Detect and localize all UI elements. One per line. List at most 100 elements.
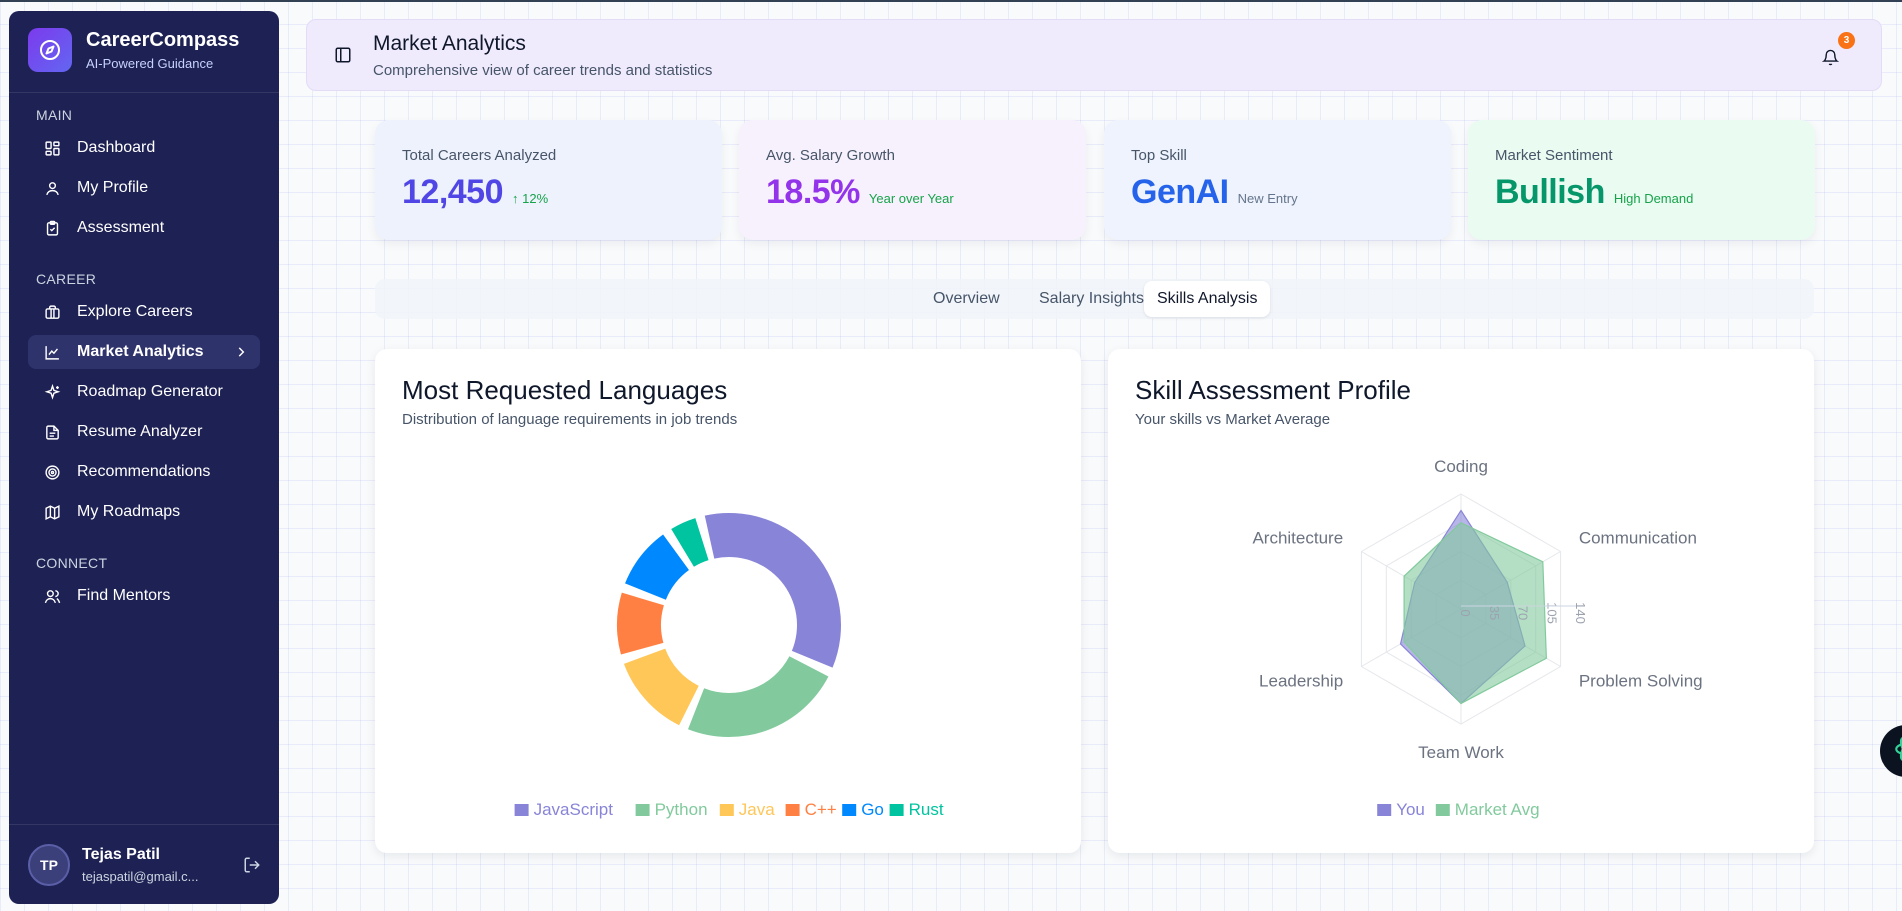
sidebar: CareerCompass AI-Powered Guidance MAIN D… (9, 11, 279, 904)
document-icon (42, 422, 62, 442)
sidebar-item-label: My Profile (77, 179, 149, 196)
radar-tick-label: 0 (1458, 609, 1473, 616)
window-top-edge (0, 0, 1902, 2)
sidebar-toggle-icon[interactable] (331, 43, 355, 67)
languages-panel: JavaScript Python Java C++ Go Rust Most Reque… (375, 349, 1081, 853)
legend-label[interactable]: Java (739, 800, 775, 819)
skills-panel: 0 35 70 105 140 Coding Communication Problem So… (1108, 349, 1814, 853)
stat-label: Avg. Salary Growth (766, 147, 895, 164)
legend-label[interactable]: You (1396, 800, 1425, 819)
stat-label: Top Skill (1131, 147, 1187, 164)
stat-note: New Entry (1237, 191, 1298, 206)
stat-note: ↑ 12% (512, 191, 549, 206)
radar-axis-label: Communication (1579, 529, 1697, 548)
donut-slice-javascript[interactable] (704, 513, 841, 668)
sidebar-nav: MAIN Dashboard My Profile Assessment CAR… (9, 93, 279, 619)
avatar[interactable]: TP (28, 843, 70, 886)
section-label-career: CAREER (36, 271, 97, 287)
users-icon (42, 586, 62, 606)
stat-value: 18.5% (766, 173, 860, 211)
legend-label[interactable]: Go (861, 800, 884, 819)
dashboard-icon (42, 138, 62, 158)
line-chart-icon (42, 342, 62, 362)
ai-assistant-icon (1892, 732, 1902, 771)
sidebar-item-label: Roadmap Generator (77, 383, 223, 400)
section-label-connect: CONNECT (36, 555, 108, 571)
brand[interactable]: CareerCompass AI-Powered Guidance (9, 11, 279, 86)
legend-swatch (1435, 804, 1450, 816)
panel-title: Skill Assessment Profile (1135, 375, 1411, 405)
brand-tagline: AI-Powered Guidance (86, 56, 214, 71)
stat-label: Market Sentiment (1495, 147, 1613, 164)
sidebar-item-dashboard[interactable]: Dashboard (28, 131, 260, 165)
legend-swatch (635, 804, 650, 816)
legend-label[interactable]: Rust (909, 800, 944, 819)
panel-subtitle: Distribution of language requirements in… (402, 411, 738, 428)
sidebar-item-resume-analyzer[interactable]: Resume Analyzer (28, 415, 260, 449)
radar-tick-label: 70 (1516, 606, 1531, 620)
radar-series-market-avg[interactable] (1403, 522, 1547, 705)
sidebar-item-find-mentors[interactable]: Find Mentors (28, 579, 260, 613)
sidebar-item-label: Assessment (77, 219, 165, 236)
bell-icon[interactable] (1819, 46, 1841, 68)
legend-swatch (842, 804, 857, 816)
radar-tick-label: 140 (1573, 602, 1588, 624)
briefcase-icon (42, 302, 62, 322)
radar-axis-label: Coding (1434, 457, 1488, 476)
user-email: tejaspatil@gmail.c... (82, 868, 199, 884)
sidebar-item-my-roadmaps[interactable]: My Roadmaps (28, 495, 260, 529)
legend-swatch (1377, 804, 1392, 816)
radar-tick-label: 35 (1487, 606, 1502, 620)
donut-slice-python[interactable] (688, 656, 829, 737)
sidebar-item-roadmap-generator[interactable]: Roadmap Generator (28, 375, 260, 409)
donut-slice-go[interactable] (625, 534, 689, 600)
radar-axis-label: Team Work (1418, 743, 1504, 762)
legend-label[interactable]: Python (655, 800, 708, 819)
legend-swatch (719, 804, 734, 816)
brand-name: CareerCompass (86, 29, 240, 51)
legend-swatch (889, 804, 904, 816)
page-header: Market Analytics Comprehensive view of c… (306, 19, 1882, 91)
section-label-main: MAIN (36, 107, 73, 123)
page-title: Market Analytics (373, 31, 526, 55)
radar-legend: You Market Avg (1377, 800, 1540, 819)
stats-row: Total Careers Analyzed 12,450 ↑ 12% Avg.… (375, 120, 1815, 240)
sidebar-item-recommendations[interactable]: Recommendations (28, 455, 260, 489)
donut-slice-rust[interactable] (671, 518, 709, 567)
ai-assistant-button[interactable] (1880, 725, 1902, 777)
sidebar-item-assessment[interactable]: Assessment (28, 211, 260, 245)
donut-slice-c-[interactable] (617, 592, 664, 655)
tab-bar: Overview Salary Insights Skills Analysis (375, 279, 1814, 319)
logout-icon[interactable] (243, 856, 261, 874)
sidebar-item-label: Find Mentors (77, 587, 171, 604)
panel-subtitle: Your skills vs Market Average (1135, 411, 1331, 428)
stat-card-total-careers: Total Careers Analyzed 12,450 ↑ 12% (375, 120, 722, 240)
donut-legend: JavaScript Python Java C++ Go Rust (514, 800, 944, 819)
donut-slice-java[interactable] (623, 648, 699, 726)
stat-note: Year over Year (868, 191, 954, 206)
radar-axis-labels: Coding Communication Problem Solving Team W… (1252, 457, 1702, 762)
tab-salary-insights[interactable]: Salary Insights (1039, 290, 1144, 307)
sidebar-item-market-analytics[interactable]: Market Analytics (28, 335, 260, 369)
sidebar-item-my-profile[interactable]: My Profile (28, 171, 260, 205)
tab-skills-analysis[interactable]: Skills Analysis (1144, 281, 1271, 317)
legend-label[interactable]: C++ (805, 800, 837, 819)
user-name: Tejas Patil (82, 845, 160, 863)
radar-tick-label: 105 (1544, 602, 1559, 624)
chevron-right-icon (234, 345, 248, 359)
skills-radar-chart: 0 35 70 105 140 Coding Communication Problem So… (1252, 457, 1702, 819)
sidebar-item-label: Recommendations (77, 463, 211, 480)
user-icon (42, 178, 62, 198)
sidebar-item-explore-careers[interactable]: Explore Careers (28, 295, 260, 329)
tab-overview[interactable]: Overview (933, 290, 1000, 307)
radar-radial-ticks: 0 35 70 105 140 (1458, 602, 1588, 624)
legend-label[interactable]: Market Avg (1455, 800, 1540, 819)
legend-swatch (785, 804, 800, 816)
stat-label: Total Careers Analyzed (402, 147, 557, 164)
legend-swatch (514, 804, 529, 816)
stat-value: Bullish (1495, 173, 1605, 211)
legend-label[interactable]: JavaScript (534, 800, 614, 819)
sidebar-item-label: My Roadmaps (77, 503, 181, 520)
languages-donut-chart: JavaScript Python Java C++ Go Rust (514, 513, 944, 819)
notification-badge: 3 (1838, 32, 1855, 49)
